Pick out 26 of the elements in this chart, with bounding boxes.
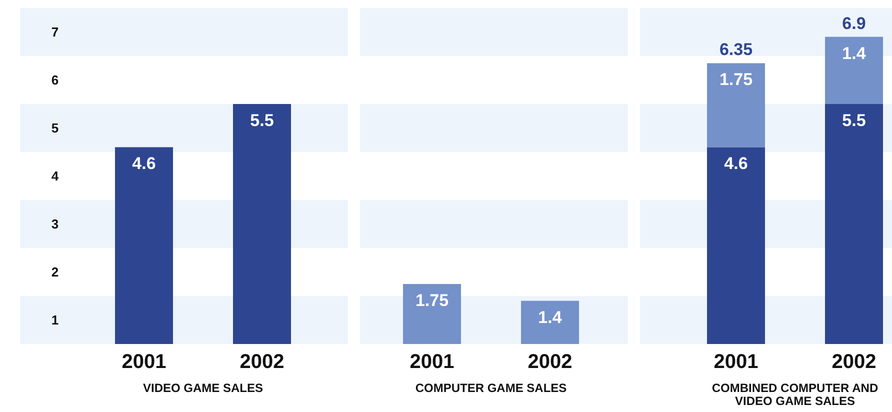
y-tick-label: 1 — [51, 312, 59, 328]
data-label: 5.5 — [250, 111, 274, 130]
total-label: 6.9 — [842, 14, 866, 33]
data-label: 1.75 — [415, 291, 449, 310]
x-axis-title: COMBINED COMPUTER AND VIDEO GAME SALES — [712, 381, 878, 408]
x-axis-title: VIDEO GAME SALES — [142, 381, 264, 395]
y-tick-label: 4 — [51, 168, 60, 184]
x-tick-label: 2002 — [528, 351, 572, 373]
y-tick-label: 5 — [51, 120, 59, 136]
data-label: 4.6 — [132, 154, 156, 174]
x-tick-label: 2001 — [410, 351, 454, 373]
data-label: 4.6 — [724, 154, 748, 174]
y-tick-label: 2 — [51, 264, 59, 280]
data-label: 1.4 — [538, 308, 562, 327]
x-tick-label: 2001 — [714, 351, 758, 373]
x-axis-title: COMPUTER GAME SALES — [415, 381, 567, 395]
y-tick-label: 7 — [51, 24, 59, 40]
data-label: 1.75 — [719, 70, 753, 90]
x-tick-label: 2002 — [832, 351, 876, 373]
data-label: 1.4 — [842, 44, 866, 63]
total-label: 6.35 — [719, 40, 753, 60]
y-tick-label: 6 — [51, 72, 59, 88]
x-tick-label: 2002 — [240, 351, 284, 373]
x-tick-label: 2001 — [122, 351, 166, 373]
data-label: 5.5 — [842, 111, 866, 130]
y-tick-label: 3 — [51, 216, 59, 232]
